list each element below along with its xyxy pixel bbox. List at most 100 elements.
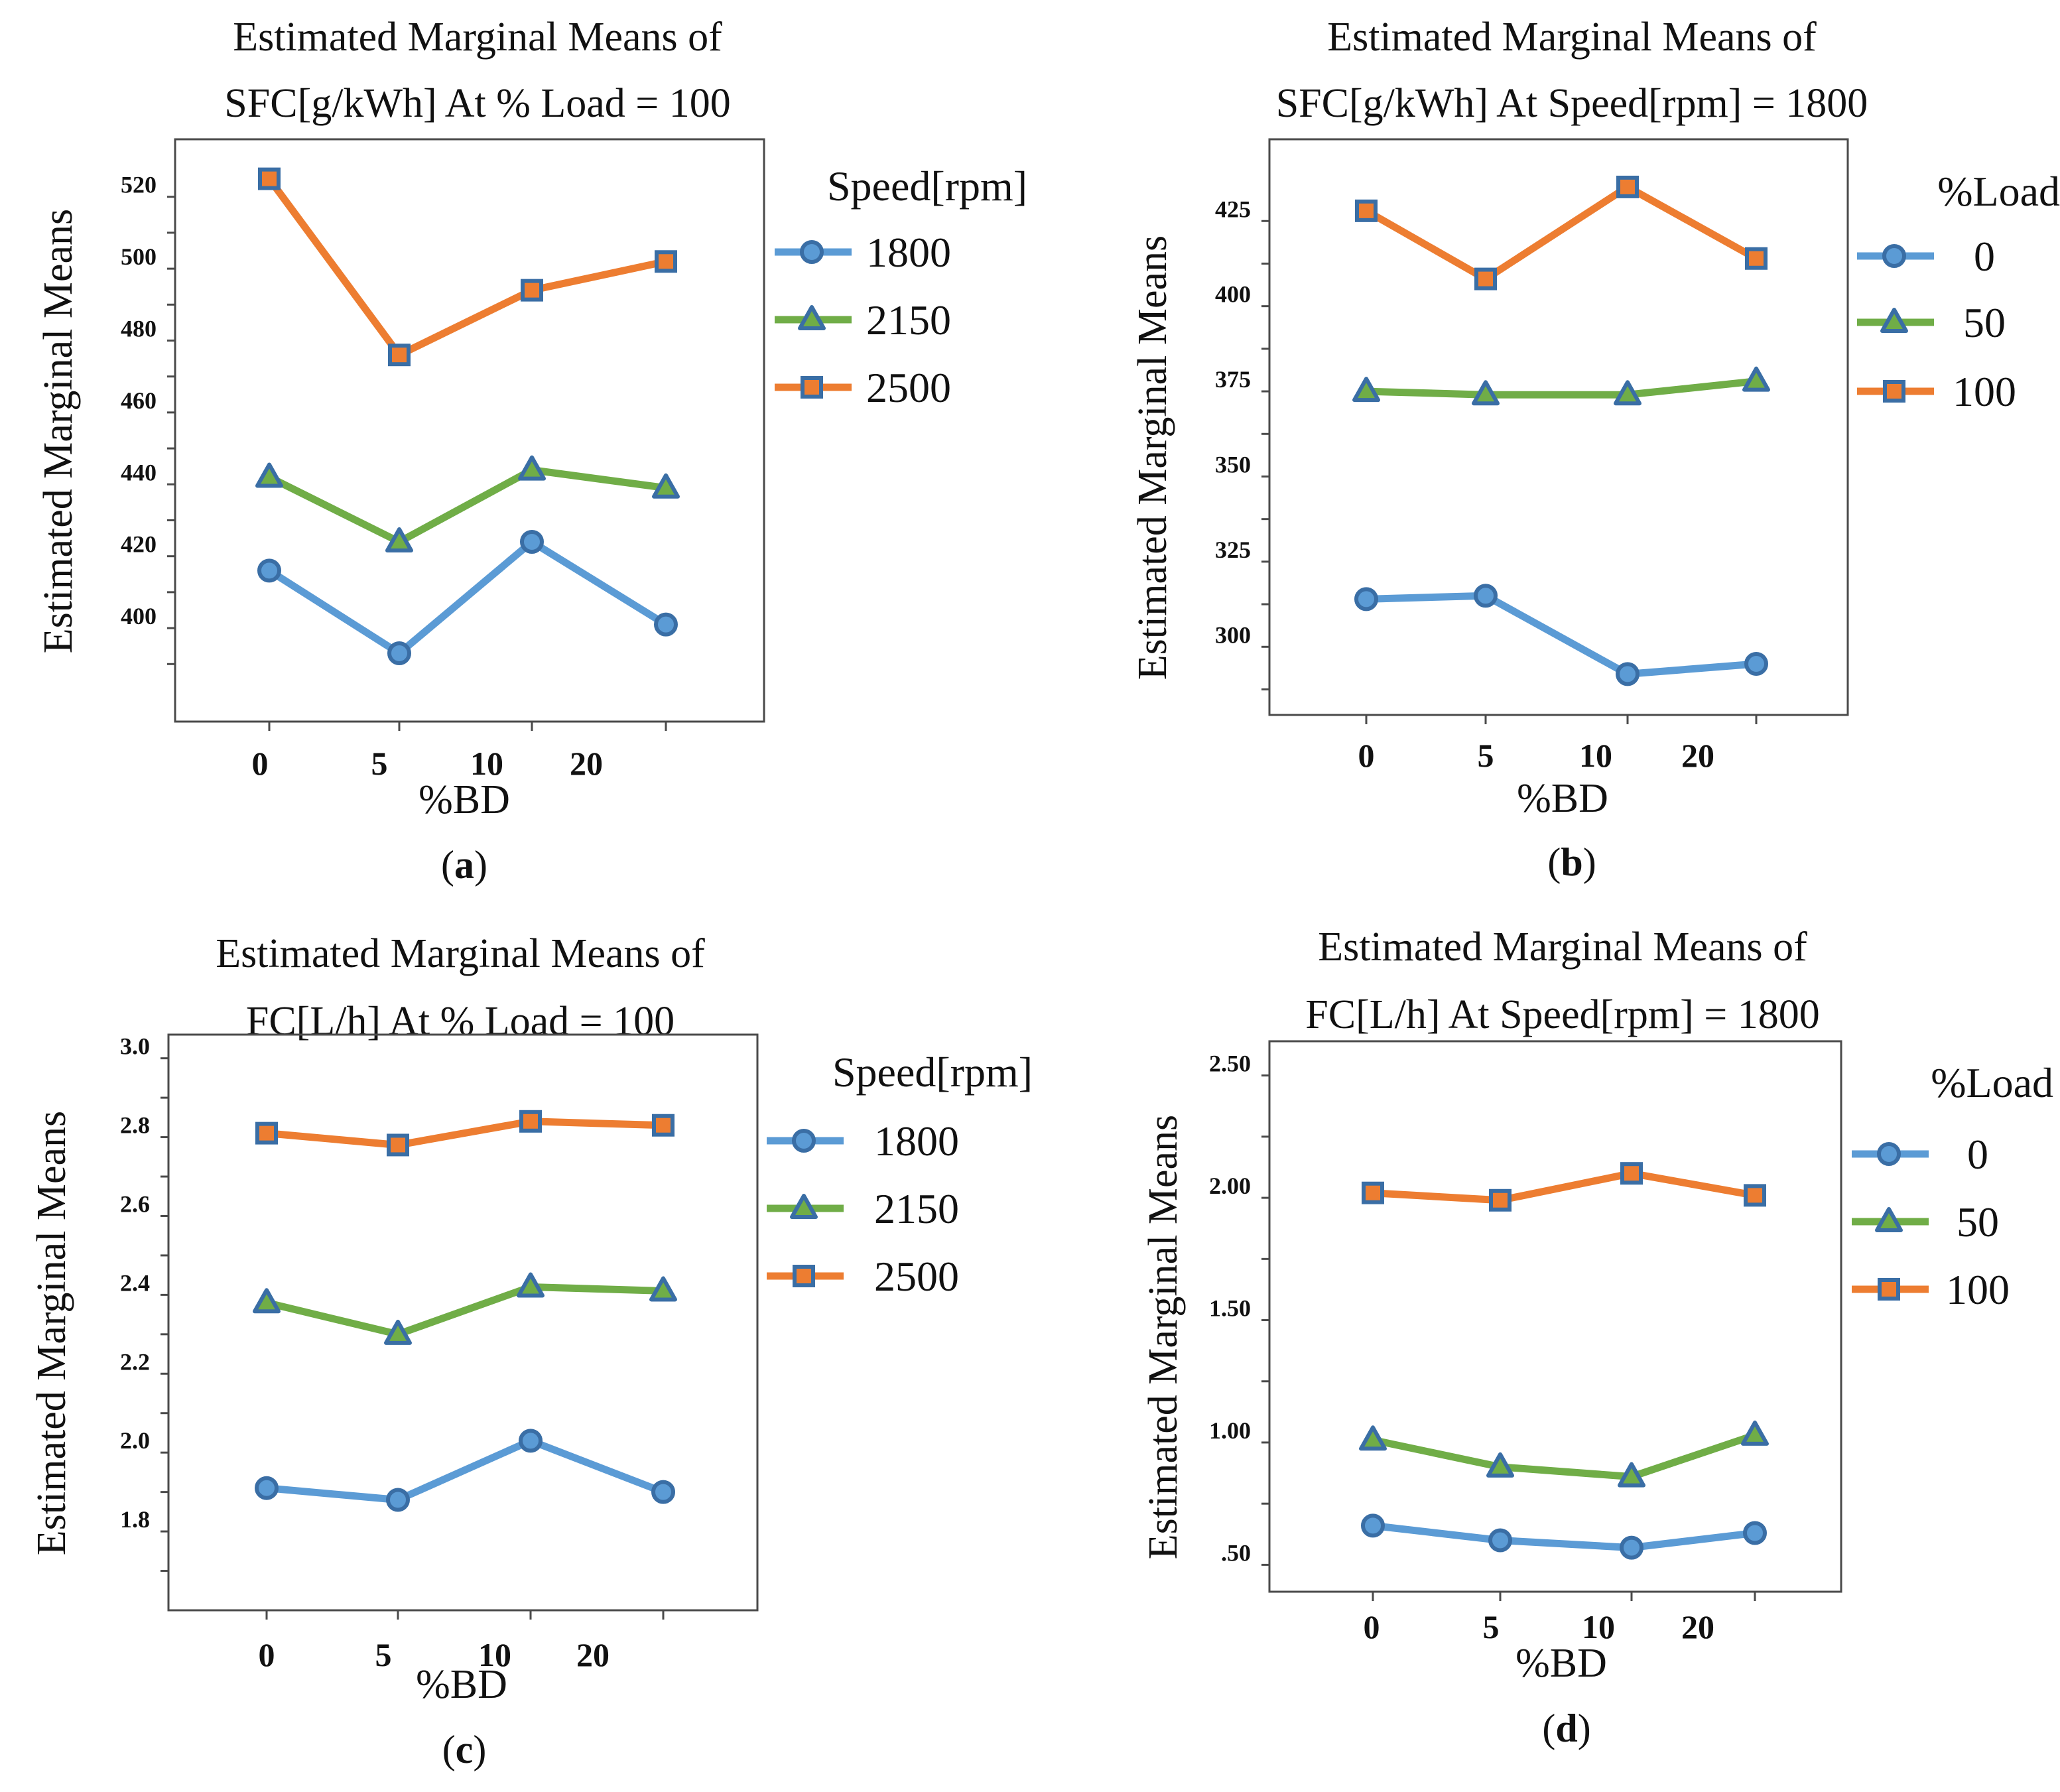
data-point-2150-10: [517, 1272, 545, 1298]
panel-label-close: ): [1578, 1706, 1591, 1750]
chart-title-line-1: Estimated Marginal Means of: [216, 931, 705, 976]
data-point-2150-20: [649, 1276, 677, 1302]
x-tick-label: 20: [570, 745, 603, 782]
data-point-1800-10: [519, 1429, 543, 1453]
series-line-100: [1362, 183, 1760, 283]
y-tick-label: 2.4: [120, 1269, 150, 1296]
plot-frame: [1268, 138, 1849, 716]
panel-label: (b): [1547, 840, 1596, 884]
data-point-50-5: [1472, 380, 1500, 406]
data-point-0-5: [1474, 584, 1498, 608]
legend: %Load 0 50 100: [1852, 1059, 2053, 1313]
x-tick-label: 20: [1681, 1608, 1714, 1645]
y-tick-label: 460: [121, 387, 157, 414]
y-tick-label: 1.8: [120, 1506, 150, 1533]
panel-label-letter: c: [456, 1728, 474, 1771]
series-line-100: [1369, 1169, 1759, 1204]
y-tick-label: 520: [121, 172, 157, 198]
data-point-2150-20: [652, 473, 680, 499]
data-point-1800-5: [387, 641, 411, 666]
panel-label-letter: a: [454, 843, 474, 887]
x-axis-label: %BD: [416, 1662, 507, 1707]
chart-panel-a: Estimated Marginal Means of SFC[g/kWh] At…: [36, 15, 1027, 887]
y-tick-label: 400: [121, 603, 157, 629]
chart-title-line-1: Estimated Marginal Means of: [233, 15, 722, 60]
data-point-1800-20: [651, 1480, 675, 1504]
series-line-2150: [263, 1283, 667, 1338]
data-point-50-10: [1618, 1462, 1645, 1488]
legend: Speed[rpm] 1800 2150 2500: [767, 1049, 1033, 1300]
panel-label-open: (: [441, 843, 454, 887]
legend-label-100: 100: [1946, 1266, 2010, 1313]
data-point-0-0: [1361, 1513, 1385, 1538]
data-point-100-20: [1744, 1184, 1766, 1207]
series-line-0: [1369, 1521, 1759, 1552]
data-point-2500-20: [652, 1114, 675, 1137]
data-point-2150-10: [518, 455, 546, 481]
y-tick-label: 2.0: [120, 1427, 150, 1454]
data-point-2500-10: [521, 279, 543, 302]
x-axis-label: %BD: [1515, 1641, 1607, 1686]
chart-panel-c: Estimated Marginal Means of FC[L/h] At % …: [29, 931, 1033, 1771]
y-tick-label: 2.8: [120, 1112, 150, 1139]
y-tick-label: 480: [121, 316, 157, 342]
legend-marker-0: [1882, 244, 1906, 268]
series-line-2500: [263, 1118, 667, 1149]
x-tick-label: 0: [252, 745, 269, 782]
data-point-2500-10: [519, 1110, 542, 1133]
data-point-0-0: [1354, 587, 1378, 611]
data-point-50-5: [1486, 1452, 1514, 1478]
legend-label-1800: 1800: [874, 1118, 959, 1165]
legend-marker-100: [1878, 1278, 1900, 1301]
x-axis-label: %BD: [418, 777, 510, 822]
y-tick-label: 420: [121, 531, 157, 558]
y-tick-label: 3.0: [120, 1033, 150, 1060]
data-point-0-10: [1620, 1535, 1643, 1560]
y-tick-label: 425: [1215, 196, 1251, 222]
x-tick-label: 20: [576, 1636, 610, 1673]
y-tick-label: 325: [1215, 537, 1251, 563]
data-point-100-0: [1355, 199, 1378, 222]
y-tick-label: 1.00: [1209, 1417, 1251, 1444]
x-tick-label: 5: [1478, 737, 1494, 774]
legend-marker-0: [1877, 1142, 1901, 1166]
y-tick-label: 2.2: [120, 1348, 150, 1375]
x-tick-label: 5: [371, 745, 388, 782]
legend-label-2150: 2150: [866, 296, 951, 344]
y-axis-label: Estimated Marginal Means: [29, 1111, 74, 1555]
panel-label: (d): [1542, 1706, 1590, 1750]
plot-frame: [1268, 1040, 1842, 1593]
data-point-50-0: [1352, 377, 1380, 403]
legend-marker-2150: [790, 1194, 818, 1219]
series-line-1800: [265, 538, 670, 657]
legend-label-2150: 2150: [874, 1185, 959, 1232]
series-line-0: [1362, 592, 1760, 678]
y-tick-label: 2.6: [120, 1190, 150, 1217]
legend-marker-1800: [800, 240, 824, 264]
legend-marker-2500: [801, 376, 823, 399]
panel-label-open: (: [442, 1728, 456, 1771]
legend-label-1800: 1800: [866, 229, 951, 276]
x-axis-label: %BD: [1517, 776, 1608, 821]
data-point-2150-5: [385, 527, 413, 553]
legend-marker-2500: [793, 1265, 815, 1287]
data-point-0-5: [1488, 1528, 1512, 1553]
data-point-50-20: [1741, 1420, 1769, 1446]
chart-panel-d: Estimated Marginal Means of FC[L/h] At Sp…: [1141, 925, 2053, 1750]
y-axis-label: Estimated Marginal Means: [1141, 1115, 1186, 1559]
panel-label-open: (: [1542, 1706, 1555, 1750]
data-point-2500-5: [387, 1133, 409, 1157]
y-tick-label: 300: [1215, 621, 1251, 648]
chart-title-line-1: Estimated Marginal Means of: [1318, 925, 1807, 970]
chart-title-line-2: FC[L/h] At % Load = 100: [246, 999, 675, 1044]
data-point-1800-5: [386, 1488, 410, 1512]
legend-label-0: 0: [1974, 233, 1995, 280]
y-tick-label: 350: [1215, 451, 1251, 478]
data-point-1800-0: [255, 1476, 279, 1500]
data-point-2150-0: [255, 462, 283, 488]
panel-label-open: (: [1547, 840, 1561, 884]
data-point-1800-20: [654, 612, 678, 637]
y-tick-label: 2.50: [1209, 1051, 1251, 1077]
y-axis-label: Estimated Marginal Means: [36, 209, 81, 653]
y-tick-label: 440: [121, 459, 157, 485]
